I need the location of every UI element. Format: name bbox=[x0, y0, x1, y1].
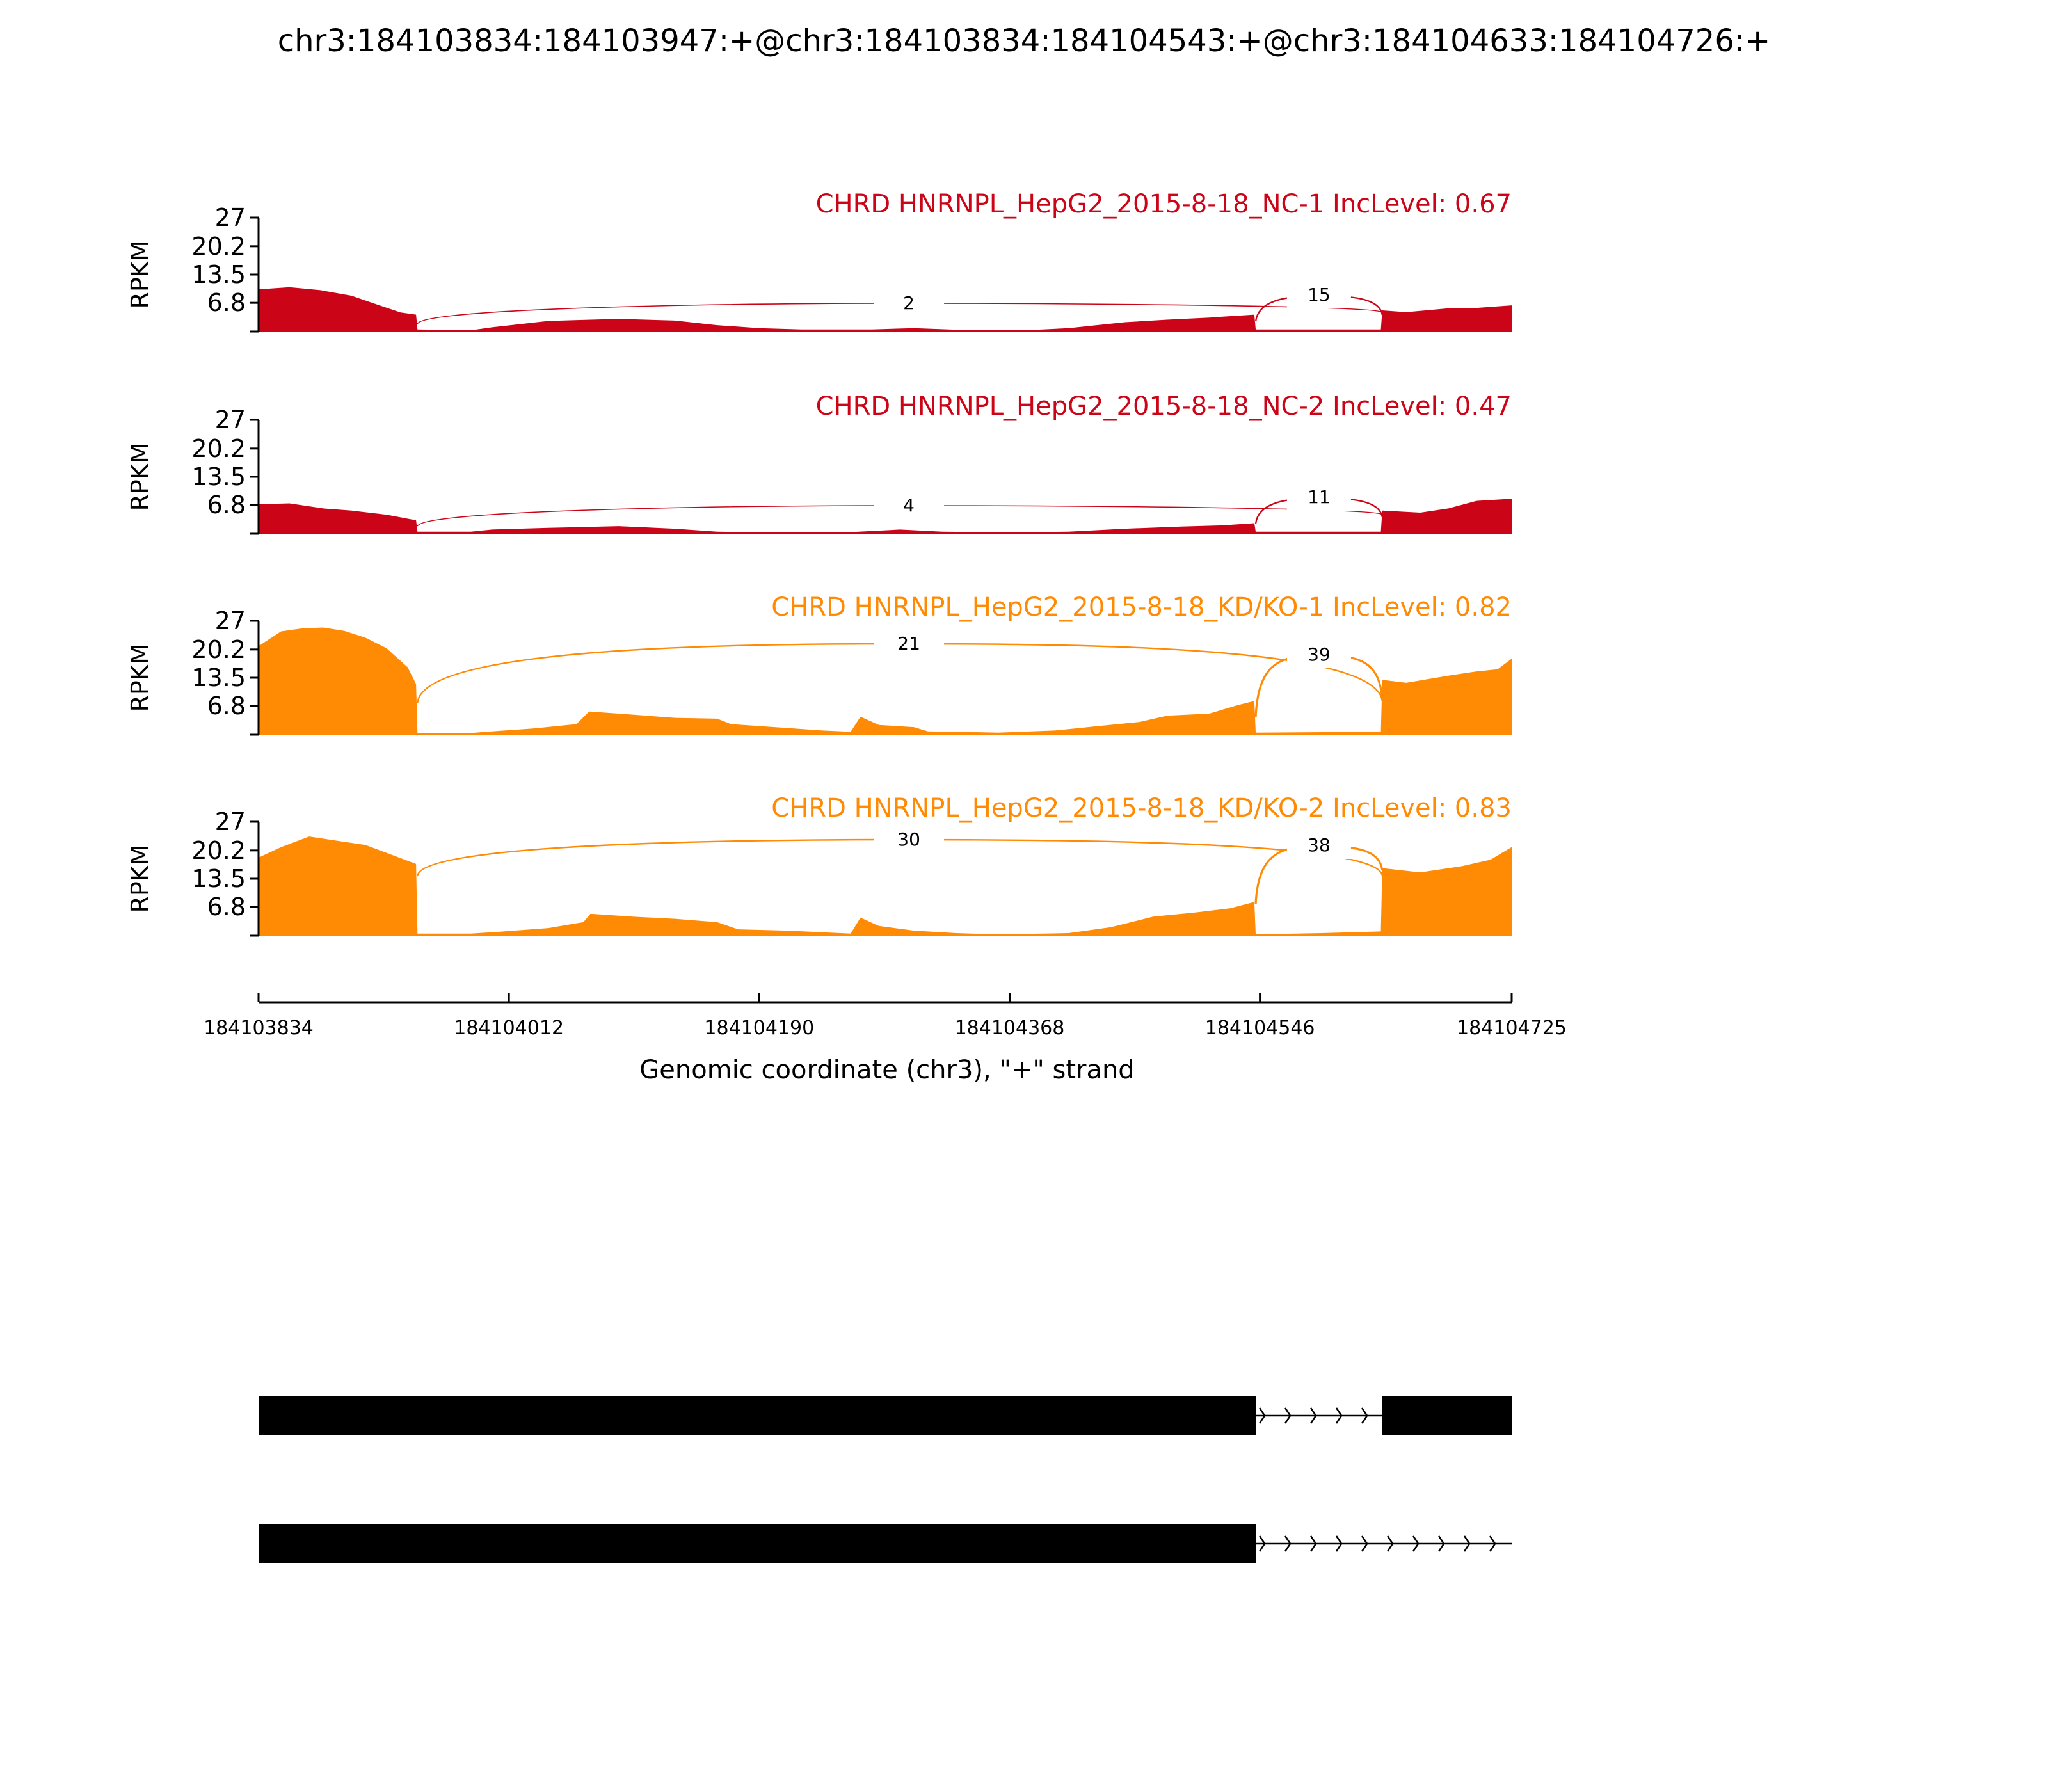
strand-arrow bbox=[1412, 1535, 1420, 1552]
junction-label-bg bbox=[1286, 280, 1351, 308]
y-tick-label: 6.8 bbox=[207, 893, 246, 921]
junction-count-label: 39 bbox=[1308, 644, 1331, 665]
coverage-area bbox=[259, 836, 1512, 936]
strand-arrow bbox=[1310, 1407, 1317, 1424]
y-tick-label: 20.2 bbox=[191, 435, 246, 463]
gene-model-1 bbox=[259, 1396, 1512, 1435]
x-tick-label: 184104368 bbox=[955, 1017, 1065, 1039]
strand-arrow bbox=[1336, 1407, 1343, 1424]
panel-label: CHRD HNRNPL_HepG2_2015-8-18_KD/KO-1 IncL… bbox=[771, 593, 1512, 622]
y-axis-label: RPKM bbox=[126, 442, 154, 511]
y-axis-label: RPKM bbox=[126, 240, 154, 308]
y-tick-label: 6.8 bbox=[207, 491, 246, 519]
y-tick-label: 13.5 bbox=[191, 664, 246, 692]
y-tick-label: 27 bbox=[215, 204, 246, 232]
junction-label-bg bbox=[874, 826, 945, 854]
strand-arrow bbox=[1464, 1535, 1471, 1552]
x-tick-label: 184104012 bbox=[454, 1017, 564, 1039]
panel-label: CHRD HNRNPL_HepG2_2015-8-18_NC-1 IncLeve… bbox=[816, 189, 1512, 219]
strand-arrow bbox=[1361, 1407, 1368, 1424]
junction-label-bg bbox=[874, 492, 945, 520]
coverage-area bbox=[259, 627, 1512, 735]
strand-arrow bbox=[1284, 1535, 1292, 1552]
y-tick-label: 27 bbox=[215, 607, 246, 635]
x-tick-label: 184104190 bbox=[704, 1017, 814, 1039]
strand-arrow bbox=[1387, 1535, 1394, 1552]
junction-count-label: 21 bbox=[897, 633, 920, 654]
strand-arrow bbox=[1361, 1535, 1368, 1552]
exon-block bbox=[1382, 1396, 1512, 1435]
gene-models bbox=[259, 1396, 1512, 1563]
genomic-x-axis: 184103834 184104012 184104190 184104368 1841… bbox=[204, 993, 1567, 1039]
strand-arrow bbox=[1310, 1535, 1317, 1552]
panel-label: CHRD HNRNPL_HepG2_2015-8-18_KD/KO-2 IncL… bbox=[771, 794, 1512, 823]
strand-arrow bbox=[1438, 1535, 1445, 1552]
junction-label-bg bbox=[1286, 831, 1351, 859]
gene-model-2 bbox=[259, 1524, 1512, 1563]
junction-count-label: 15 bbox=[1308, 284, 1331, 305]
junction-count-label: 2 bbox=[903, 292, 915, 314]
y-tick-label: 13.5 bbox=[191, 260, 246, 289]
junction-label-bg bbox=[1286, 640, 1351, 668]
exon-block bbox=[259, 1396, 1256, 1435]
strand-arrow bbox=[1259, 1535, 1266, 1552]
exon-block bbox=[259, 1524, 1256, 1563]
coverage-panel-4: 6.813.520.227 RPKM CHRD HNRNPL_HepG2_2015-… bbox=[126, 794, 1512, 937]
y-tick-label: 20.2 bbox=[191, 232, 246, 260]
y-tick-label: 27 bbox=[215, 808, 246, 836]
x-tick-label: 184104725 bbox=[1457, 1017, 1567, 1039]
y-tick-label: 13.5 bbox=[191, 865, 246, 893]
figure-title: chr3:184103834:184103947:+@chr3:18410383… bbox=[278, 23, 1771, 59]
y-tick-label: 6.8 bbox=[207, 692, 246, 720]
coverage-area bbox=[259, 499, 1512, 534]
coverage-panel-3: 6.813.520.227 RPKM CHRD HNRNPL_HepG2_2015-… bbox=[126, 593, 1512, 736]
y-axis-label: RPKM bbox=[126, 643, 154, 712]
y-tick-label: 13.5 bbox=[191, 463, 246, 491]
strand-arrow bbox=[1336, 1535, 1343, 1552]
strand-arrow bbox=[1489, 1535, 1496, 1552]
y-tick-label: 20.2 bbox=[191, 636, 246, 664]
coverage-panel-1: 6.813.520.227 RPKM CHRD HNRNPL_HepG2_2015-… bbox=[126, 189, 1512, 333]
panel-label: CHRD HNRNPL_HepG2_2015-8-18_NC-2 IncLeve… bbox=[816, 392, 1512, 421]
y-axis-label: RPKM bbox=[126, 844, 154, 913]
junction-label-bg bbox=[874, 289, 945, 317]
junction-count-label: 30 bbox=[897, 829, 920, 850]
x-axis-label: Genomic coordinate (chr3), "+" strand bbox=[639, 1055, 1134, 1085]
coverage-panel-2: 6.813.520.227 RPKM CHRD HNRNPL_HepG2_2015-… bbox=[126, 392, 1512, 535]
junction-label-bg bbox=[1286, 483, 1351, 511]
junction-count-label: 4 bbox=[903, 495, 915, 516]
strand-arrow bbox=[1259, 1407, 1266, 1424]
y-tick-label: 20.2 bbox=[191, 836, 246, 865]
y-tick-label: 27 bbox=[215, 406, 246, 434]
y-tick-label: 6.8 bbox=[207, 289, 246, 317]
strand-arrow bbox=[1284, 1407, 1292, 1424]
coverage-area bbox=[259, 287, 1512, 332]
junction-count-label: 11 bbox=[1308, 486, 1331, 508]
x-tick-label: 184103834 bbox=[204, 1017, 314, 1039]
x-tick-label: 184104546 bbox=[1205, 1017, 1315, 1039]
junction-count-label: 38 bbox=[1308, 835, 1331, 856]
junction-label-bg bbox=[874, 630, 945, 658]
